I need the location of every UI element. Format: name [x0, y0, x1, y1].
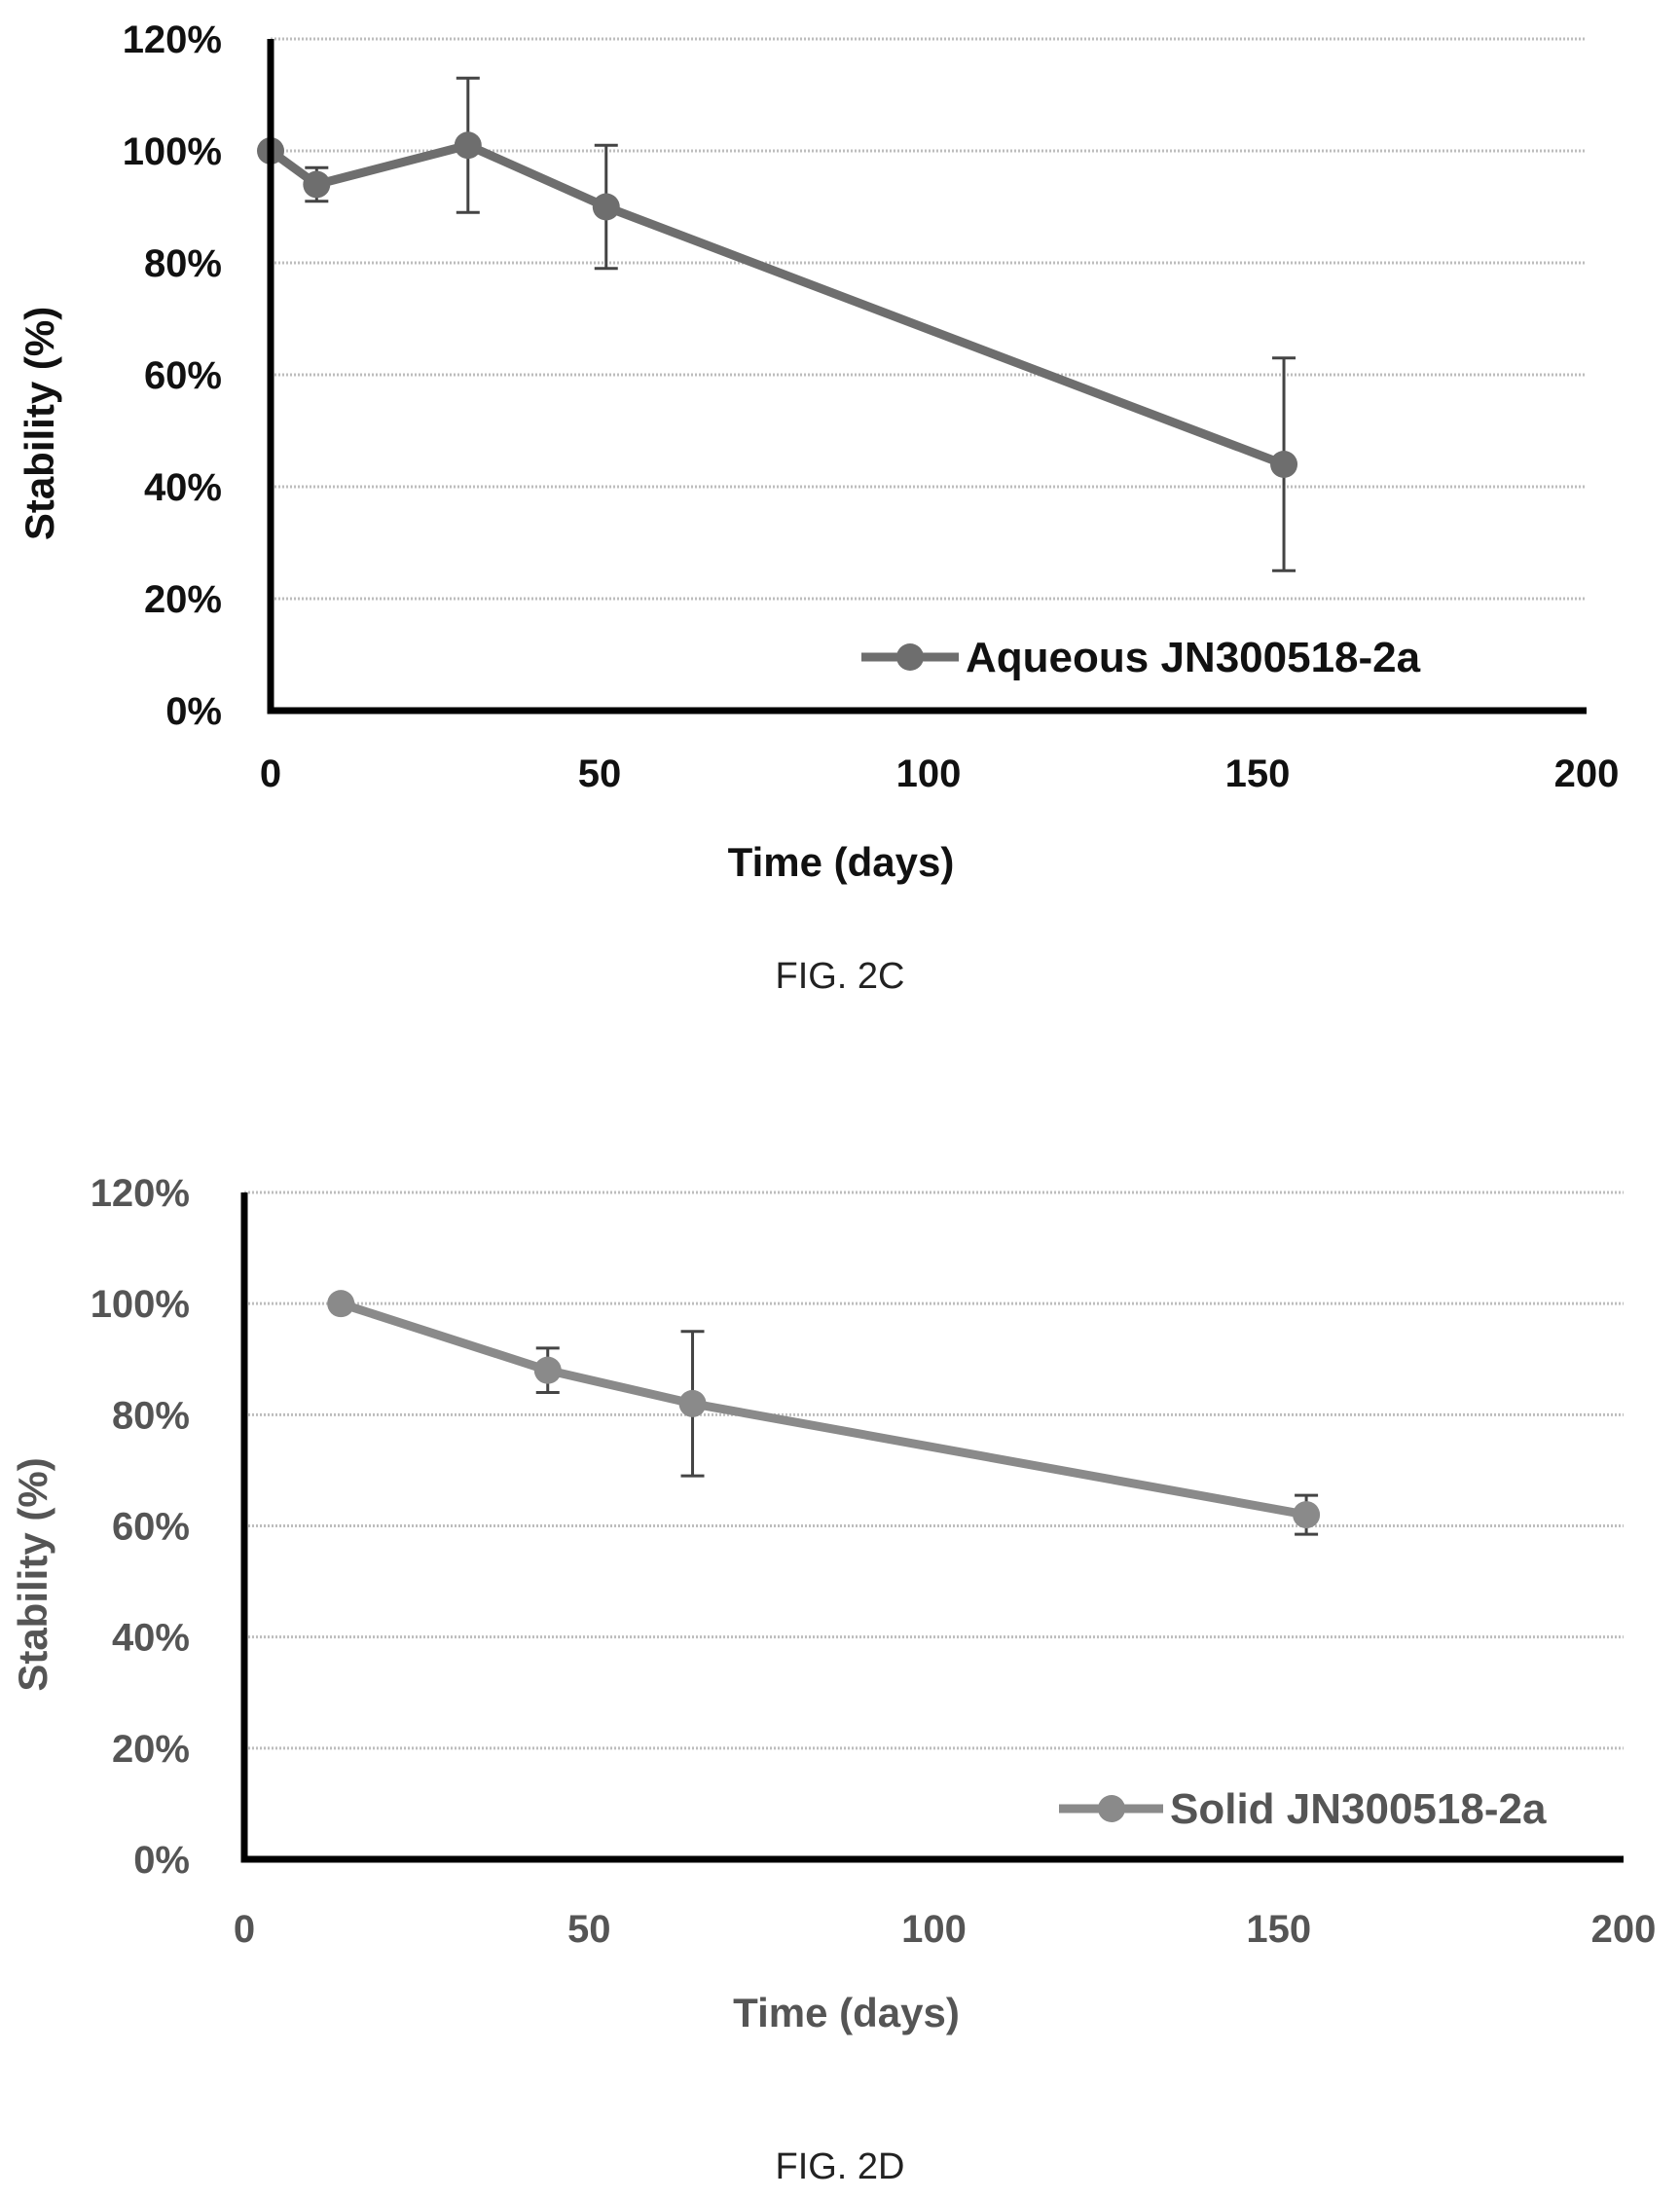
y-tick-label: 0% — [165, 690, 222, 733]
x-tick-label: 150 — [1246, 1908, 1311, 1951]
x-axis-title: Time (days) — [733, 1990, 960, 2035]
y-tick-label: 80% — [144, 242, 222, 285]
data-point — [303, 170, 331, 199]
data-points — [257, 131, 1298, 478]
x-tick-label: 100 — [901, 1908, 967, 1951]
x-tick-label: 200 — [1554, 752, 1620, 795]
y-axis-title: Stability (%) — [10, 1457, 55, 1691]
y-axis-title: Stability (%) — [17, 307, 62, 540]
figure-caption: FIG. 2D — [775, 2146, 904, 2187]
data-point — [1293, 1501, 1321, 1529]
figure-caption: FIG. 2C — [775, 956, 904, 997]
gridlines — [271, 37, 1587, 601]
legend-marker — [896, 643, 924, 671]
legend-marker — [1098, 1795, 1125, 1822]
x-tick-label: 100 — [896, 752, 962, 795]
y-tick-labels: 0% 20% 40% 60% 80% 100% 120% — [123, 18, 222, 733]
y-tick-label: 60% — [112, 1506, 190, 1549]
x-tick-label: 50 — [578, 752, 622, 795]
y-tick-label: 100% — [123, 130, 222, 173]
x-tick-labels: 0 50 100 150 200 — [260, 752, 1620, 795]
y-tick-label: 20% — [112, 1728, 190, 1771]
x-tick-label: 150 — [1225, 752, 1291, 795]
series-line — [339, 1299, 1307, 1520]
x-tick-label: 0 — [260, 752, 281, 795]
series-line — [268, 140, 1286, 469]
x-tick-label: 50 — [567, 1908, 611, 1951]
y-tick-label: 0% — [133, 1839, 190, 1882]
legend-label: Solid JN300518-2a — [1170, 1785, 1547, 1833]
x-tick-label: 0 — [234, 1908, 255, 1951]
legend: Aqueous JN300518-2a — [861, 634, 1421, 681]
x-axis-title: Time (days) — [728, 839, 955, 885]
data-point — [454, 131, 482, 160]
y-tick-label: 40% — [112, 1617, 190, 1660]
data-points — [327, 1290, 1321, 1529]
y-tick-label: 40% — [144, 466, 222, 509]
data-point — [533, 1356, 562, 1384]
legend-label: Aqueous JN300518-2a — [966, 634, 1421, 681]
y-tick-label: 20% — [144, 578, 222, 621]
y-tick-label: 120% — [91, 1172, 190, 1215]
chart-fig-2c: 0% 20% 40% 60% 80% 100% 120% 0 50 100 150 200 Aque… — [17, 18, 1619, 997]
axes — [267, 39, 1587, 715]
y-tick-label: 60% — [144, 354, 222, 397]
data-point — [592, 193, 620, 221]
y-tick-label: 80% — [112, 1394, 190, 1437]
data-point — [327, 1290, 355, 1318]
series-lines — [339, 1299, 1307, 1520]
gridlines — [244, 1191, 1624, 1750]
data-point — [678, 1389, 707, 1417]
chart-fig-2d: 0% 20% 40% 60% 80% 100% 120% 0 50 100 150 200 Soli… — [10, 1172, 1656, 2187]
axes — [240, 1192, 1624, 1863]
y-tick-label: 100% — [91, 1283, 190, 1326]
data-point — [1270, 451, 1298, 478]
x-tick-label: 200 — [1591, 1908, 1657, 1951]
y-tick-label: 120% — [123, 18, 222, 61]
y-tick-labels: 0% 20% 40% 60% 80% 100% 120% — [91, 1172, 190, 1882]
error-bars — [535, 1330, 1319, 1536]
x-tick-labels: 0 50 100 150 200 — [234, 1908, 1657, 1951]
series-lines — [268, 140, 1286, 469]
legend: Solid JN300518-2a — [1059, 1785, 1547, 1833]
